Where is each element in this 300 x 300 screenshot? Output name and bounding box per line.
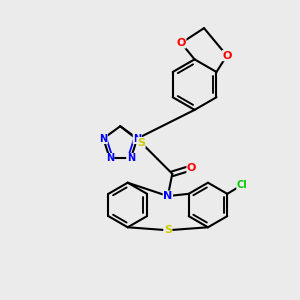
Text: Cl: Cl (237, 180, 248, 190)
Text: N: N (99, 134, 107, 143)
Text: N: N (127, 154, 135, 164)
Text: O: O (187, 163, 196, 173)
Text: O: O (222, 51, 232, 61)
Text: S: S (137, 138, 145, 148)
Text: O: O (176, 38, 186, 48)
Text: N: N (163, 191, 172, 201)
Text: S: S (164, 225, 172, 235)
Text: N: N (106, 154, 114, 164)
Text: N: N (133, 134, 141, 143)
